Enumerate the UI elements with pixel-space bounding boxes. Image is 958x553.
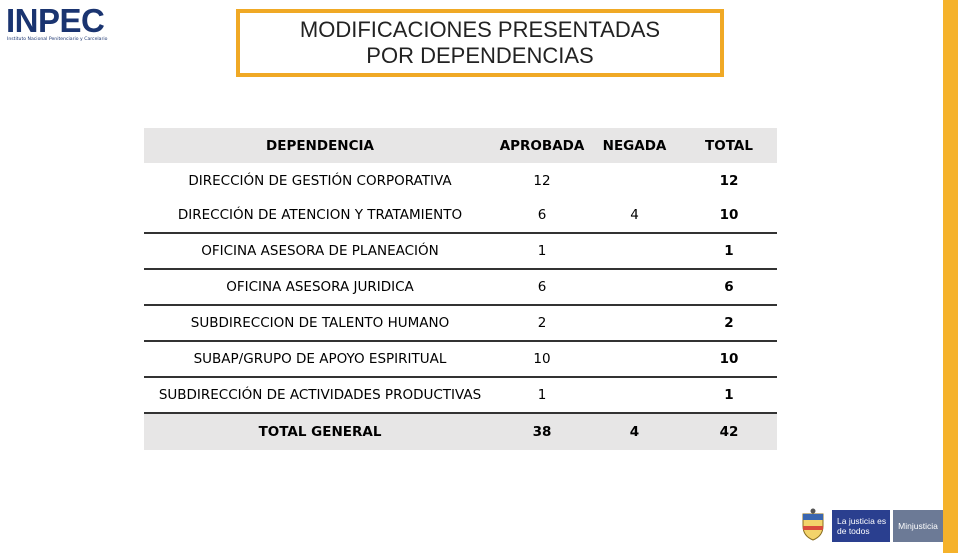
cell-dependencia: OFICINA ASESORA DE PLANEACIÓN: [144, 233, 496, 270]
cell-total: 1: [681, 377, 777, 414]
cell-aprobada: 10: [496, 341, 588, 378]
cell-negada: [588, 305, 681, 342]
table-header-row: DEPENDENCIA APROBADA NEGADA TOTAL: [144, 128, 777, 163]
page-title-line-2: POR DEPENDENCIAS: [366, 43, 594, 68]
cell-dependencia: SUBDIRECCION DE TALENTO HUMANO: [144, 305, 496, 342]
total-total: 42: [681, 413, 777, 450]
cell-total: 1: [681, 233, 777, 270]
cell-negada: [588, 341, 681, 378]
table-row: OFICINA ASESORA JURIDICA 6 6: [144, 269, 777, 306]
cell-negada: 4: [588, 198, 681, 234]
cell-total: 2: [681, 305, 777, 342]
table-row: DIRECCIÓN DE ATENCION Y TRATAMIENTO 6 4 …: [144, 198, 777, 234]
cell-total: 12: [719, 172, 739, 189]
cell-aprobada: 6: [496, 269, 588, 306]
table-row: DIRECCIÓN DE GESTIÓN CORPORATIVA 12 12: [144, 163, 777, 198]
cell-negada: [588, 233, 681, 270]
cell-negada: [588, 269, 681, 306]
cell-total: 6: [681, 269, 777, 306]
accent-strip: [943, 0, 958, 553]
modifications-table: DEPENDENCIA APROBADA NEGADA TOTAL DIRECC…: [144, 128, 777, 450]
cell-aprobada: 2: [496, 305, 588, 342]
cell-total: 10: [681, 198, 777, 234]
footer-slogan: La justicia es de todos: [832, 510, 890, 542]
cell-dependencia: OFICINA ASESORA JURIDICA: [144, 269, 496, 306]
table-row: OFICINA ASESORA DE PLANEACIÓN 1 1: [144, 233, 777, 270]
cell-negada: [588, 377, 681, 414]
table-row: SUBAP/GRUPO DE APOYO ESPIRITUAL 10 10: [144, 341, 777, 378]
table-total-row: TOTAL GENERAL 38 4 42: [144, 413, 777, 450]
logo-wordmark: INPEC: [6, 2, 105, 39]
page-title-line-1: MODIFICACIONES PRESENTADAS: [299, 17, 661, 42]
minjusticia-logo: La justicia es de todos Minjusticia: [797, 506, 943, 546]
total-aprobada: 38: [496, 413, 588, 450]
header-aprobada: APROBADA: [496, 128, 588, 163]
cell-dependencia: SUBDIRECCIÓN DE ACTIVIDADES PRODUCTIVAS: [144, 377, 496, 414]
cell-aprobada: 12: [533, 172, 551, 189]
cell-aprobada: 6: [496, 198, 588, 234]
cell-dependencia: SUBAP/GRUPO DE APOYO ESPIRITUAL: [144, 341, 496, 378]
cell-negada: [588, 163, 681, 198]
cell-dependencia: DIRECCIÓN DE GESTIÓN CORPORATIVA: [188, 172, 452, 189]
cell-aprobada: 1: [496, 233, 588, 270]
cell-aprobada: 1: [496, 377, 588, 414]
header-total: TOTAL: [681, 128, 777, 163]
total-label: TOTAL GENERAL: [144, 413, 496, 450]
page-title-box: MODIFICACIONES PRESENTADAS POR DEPENDENC…: [236, 9, 724, 77]
header-negada: NEGADA: [588, 128, 681, 163]
header-dependencia: DEPENDENCIA: [144, 128, 496, 163]
cell-total: 10: [681, 341, 777, 378]
inpec-logo: INPEC Instituto Nacional Penitenciario y…: [6, 4, 128, 46]
coat-of-arms-icon: [802, 508, 824, 541]
footer-ministry: Minjusticia: [893, 510, 943, 542]
logo-subtitle: Instituto Nacional Penitenciario y Carce…: [7, 37, 108, 42]
table-row: SUBDIRECCION DE TALENTO HUMANO 2 2: [144, 305, 777, 342]
total-negada: 4: [588, 413, 681, 450]
cell-dependencia: DIRECCIÓN DE ATENCION Y TRATAMIENTO: [144, 198, 496, 234]
table-row: SUBDIRECCIÓN DE ACTIVIDADES PRODUCTIVAS …: [144, 377, 777, 414]
